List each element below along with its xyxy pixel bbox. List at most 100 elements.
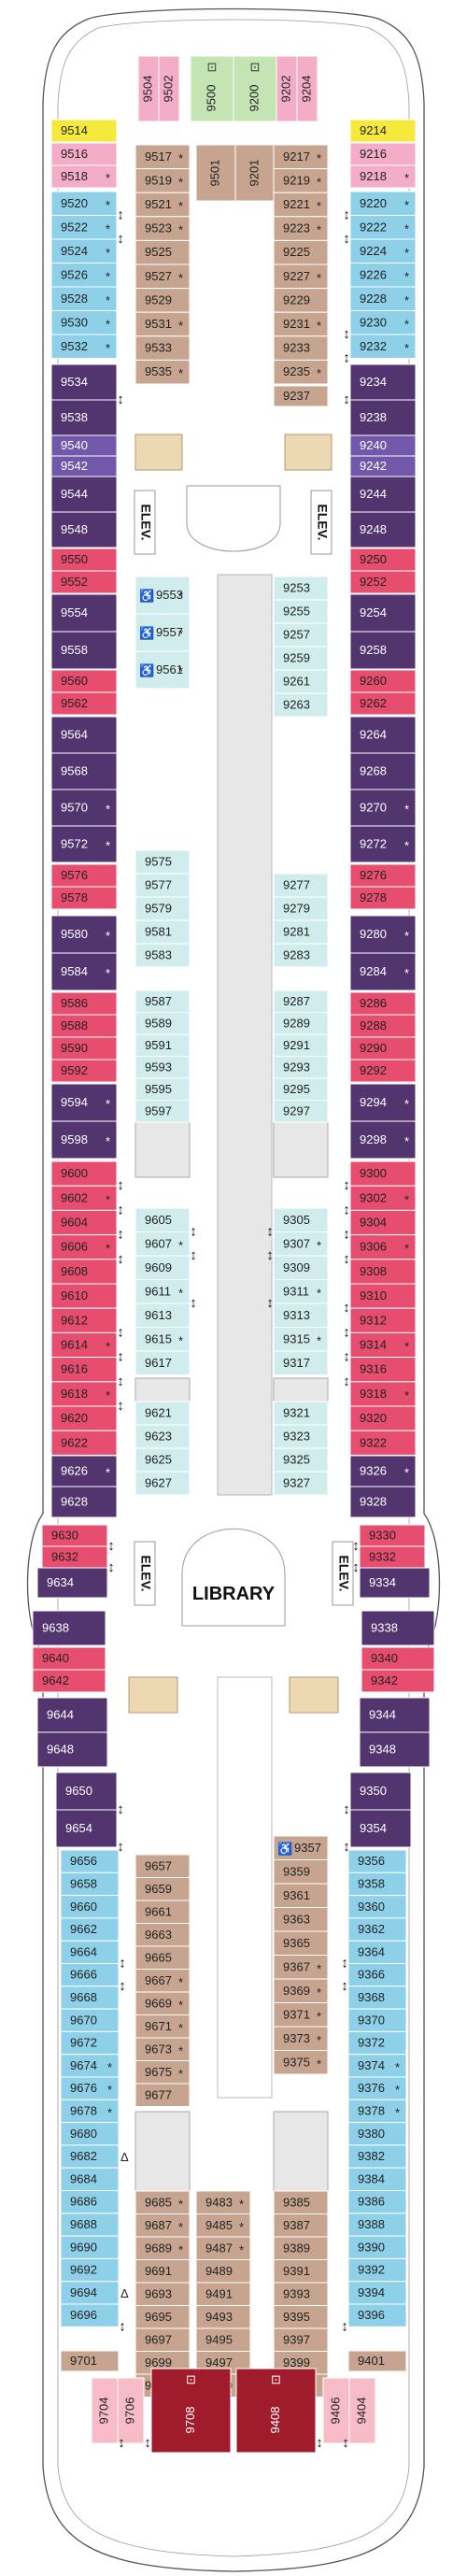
cabin-9368[interactable]: 9368 [347,1985,407,2010]
cabin-9495[interactable]: 9495 [195,2327,251,2352]
cabin-9406[interactable]: 9406 [322,2377,350,2444]
cabin-9382[interactable]: 9382 [347,2144,407,2169]
cabin-9623[interactable]: 9623 [134,1424,191,1449]
cabin-9244[interactable]: 9244 [349,476,417,513]
cabin-9658[interactable]: 9658 [60,1872,120,1897]
cabin-9219[interactable]: 9219 * [273,168,329,193]
cabin-9328[interactable]: 9328 [349,1486,417,1518]
cabin-9295[interactable]: 9295 [273,1077,329,1101]
cabin-9577[interactable]: 9577 [134,873,191,898]
cabin-9278[interactable]: 9278 [349,886,417,910]
cabin-9663[interactable]: 9663 [134,1923,191,1947]
cabin-9675[interactable]: 9675 * [134,2060,191,2085]
cabin-9489[interactable]: 9489 [195,2259,251,2284]
cabin-9367[interactable]: 9367 * [273,1955,329,1980]
cabin-9385[interactable]: 9385 [273,2190,329,2214]
cabin-9673[interactable]: 9673 * [134,2037,191,2061]
cabin-9366[interactable]: 9366 [347,1963,407,1987]
cabin-9528[interactable]: 9528 * [50,286,118,311]
cabin-9632[interactable]: 9632 [41,1545,108,1569]
cabin-9650[interactable]: 9650 [55,1772,118,1811]
cabin-9222[interactable]: 9222 * [349,215,417,240]
cabin-9238[interactable]: 9238 [349,399,417,436]
cabin-9262[interactable]: 9262 [349,691,417,716]
cabin-9660[interactable]: 9660 [60,1895,120,1919]
cabin-9542[interactable]: 9542 [50,455,118,477]
cabin-9514[interactable]: 9514 [50,119,118,143]
cabin-9572[interactable]: 9572 * [50,825,118,863]
cabin-9354[interactable]: 9354 [349,1809,412,1848]
cabin-9687[interactable]: 9687 * [134,2213,191,2238]
cabin-9579[interactable]: 9579 [134,896,191,921]
cabin-9524[interactable]: 9524 * [50,238,118,263]
cabin-9401[interactable]: 9401 [347,2350,407,2372]
cabin-9312[interactable]: 9312 [349,1307,417,1333]
cabin-9557[interactable]: 9557* ♿ [134,613,191,652]
cabin-9621[interactable]: 9621 [134,1401,191,1426]
cabin-9320[interactable]: 9320 [349,1405,417,1431]
cabin-9202[interactable]: 9202 [276,55,298,122]
cabin-9232[interactable]: 9232 * [349,334,417,359]
cabin-9217[interactable]: 9217 * [273,144,329,170]
cabin-9667[interactable]: 9667 * [134,1969,191,1993]
cabin-9491[interactable]: 9491 [195,2282,251,2306]
cabin-9610[interactable]: 9610 [50,1283,118,1309]
cabin-9581[interactable]: 9581 [134,919,191,945]
cabin-9518[interactable]: 9518 * [50,164,118,189]
cabin-9588[interactable]: 9588 [50,1014,118,1038]
cabin-9661[interactable]: 9661 [134,1900,191,1924]
cabin-9300[interactable]: 9300 [349,1160,417,1187]
cabin-9533[interactable]: 9533 [134,335,191,361]
cabin-9662[interactable]: 9662 [60,1917,120,1942]
cabin-9682[interactable]: 9682 Δ [60,2144,129,2169]
cabin-9570[interactable]: 9570 * [50,789,118,827]
cabin-9689[interactable]: 9689 * [134,2236,191,2260]
cabin-9235[interactable]: 9235 * [273,359,329,385]
cabin-9315[interactable]: 9315 * [273,1327,329,1352]
cabin-9323[interactable]: 9323 [273,1424,329,1449]
cabin-9365[interactable]: 9365 [273,1930,329,1956]
cabin-9305[interactable]: 9305 [273,1207,329,1232]
cabin-9690[interactable]: 9690 [60,2235,120,2259]
cabin-9519[interactable]: 9519 * [134,168,191,193]
cabin-9558[interactable]: 9558 [50,631,118,670]
cabin-9233[interactable]: 9233 [273,335,329,361]
cabin-9204[interactable]: 9204 [296,55,318,122]
cabin-9706[interactable]: 9706 [117,2377,145,2444]
cabin-9664[interactable]: 9664 [60,1940,120,1964]
cabin-9548[interactable]: 9548 [50,511,118,548]
cabin-9630[interactable]: 9630 [41,1524,108,1547]
cabin-9283[interactable]: 9283 [273,943,329,968]
cabin-9298[interactable]: 9298 * [349,1120,417,1160]
cabin-9372[interactable]: 9372 [347,2030,407,2056]
cabin-9614[interactable]: 9614 * [50,1331,118,1359]
cabin-9338[interactable]: 9338 [361,1610,435,1646]
cabin-9696[interactable]: 9696 [60,2303,120,2327]
cabin-9609[interactable]: 9609 [134,1255,191,1280]
cabin-9544[interactable]: 9544 [50,476,118,513]
cabin-9224[interactable]: 9224 * [349,238,417,263]
cabin-9535[interactable]: 9535 * [134,359,191,385]
cabin-9254[interactable]: 9254 [349,593,417,633]
cabin-9344[interactable]: 9344 [359,1697,431,1733]
cabin-9334[interactable]: 9334 [359,1567,431,1599]
cabin-9708[interactable]: 9708 ⊡ [150,2368,232,2454]
cabin-9527[interactable]: 9527 * [134,263,191,290]
cabin-9612[interactable]: 9612 [50,1307,118,1333]
cabin-9615[interactable]: 9615 * [134,1327,191,1352]
cabin-9390[interactable]: 9390 [347,2235,407,2259]
cabin-9342[interactable]: 9342 [361,1669,435,1693]
cabin-9322[interactable]: 9322 [349,1430,417,1456]
cabin-9220[interactable]: 9220 * [349,191,417,216]
cabin-9677[interactable]: 9677 [134,2083,191,2107]
cabin-9357[interactable]: 9357♿ [273,1835,329,1860]
cabin-9289[interactable]: 9289 [273,1012,329,1035]
cabin-9327[interactable]: 9327 [273,1471,329,1496]
cabin-9293[interactable]: 9293 [273,1056,329,1079]
cabin-9248[interactable]: 9248 [349,511,417,548]
cabin-9242[interactable]: 9242 [349,455,417,477]
cabin-9666[interactable]: 9666 [60,1963,120,1987]
cabin-9659[interactable]: 9659 [134,1877,191,1901]
cabin-9388[interactable]: 9388 [347,2213,407,2237]
cabin-9340[interactable]: 9340 [361,1646,435,1671]
